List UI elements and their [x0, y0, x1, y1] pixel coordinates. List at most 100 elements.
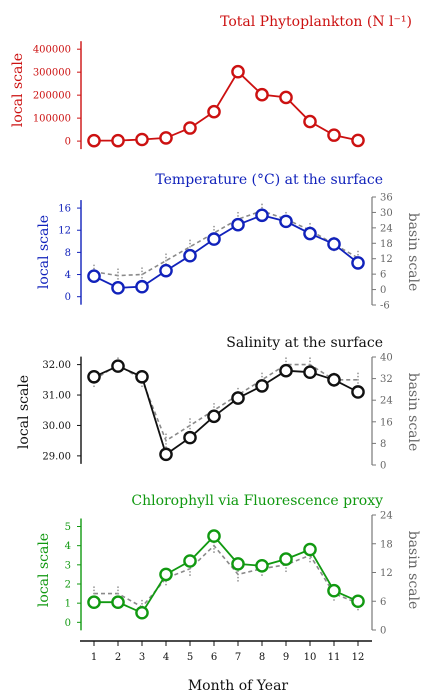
phyto-ytick-label: 200000	[33, 91, 71, 102]
chl-ytick-right-label: 6	[380, 597, 386, 608]
xtick-label: 11	[328, 652, 341, 663]
chl-basin-point	[285, 567, 287, 569]
salinity-basin-point	[189, 421, 191, 424]
temp-data-point	[183, 248, 197, 263]
chl-basin-point	[189, 567, 191, 570]
temp-basin-point	[165, 253, 167, 256]
chl-ytick-right-label: 12	[380, 568, 393, 579]
salinity-data-point	[87, 369, 101, 384]
xtick-label: 3	[139, 652, 145, 663]
xtick-label: 1	[91, 652, 97, 663]
temp-basin-point	[237, 215, 239, 217]
temp-basin-point	[93, 267, 95, 270]
plot-area: 01000002000003000004000000481216-6061218…	[33, 41, 393, 663]
chl-basin-point	[93, 586, 95, 589]
salinity-basin-point	[165, 442, 167, 445]
salinity-data-point	[303, 365, 317, 380]
chl-data-point	[183, 554, 197, 568]
salinity-data-point	[111, 359, 125, 373]
salinity-basin-point	[357, 378, 359, 381]
temp-data-point	[279, 214, 293, 229]
temp-basin-point	[117, 271, 119, 274]
temp-data-point	[159, 263, 173, 278]
temp-ytick-right-label: 18	[380, 239, 393, 250]
salinity-ytick-label: 29.00	[42, 451, 71, 462]
salinity-ytick-label: 31.00	[42, 391, 71, 402]
salinity-basin-point	[261, 375, 263, 378]
salinity-basin-point	[357, 372, 359, 375]
chl-data-point	[159, 567, 173, 582]
chl-data-point	[87, 595, 101, 610]
xtick-label: 2	[115, 652, 121, 663]
temp-ytick-right-label: 6	[380, 270, 386, 281]
temp-basin-point	[213, 225, 215, 228]
salinity-data-point	[255, 379, 269, 393]
temp-ytick-label: 16	[58, 204, 71, 215]
phyto-ytick-label: 100000	[33, 114, 71, 125]
phyto-data-point	[279, 90, 293, 105]
salinity-ytick-label: 30.00	[42, 421, 71, 432]
ylabel-chl-basin: basin scale	[405, 531, 421, 610]
temp-basin-point	[357, 253, 359, 256]
phyto-data-point	[111, 133, 125, 148]
panel-title-temperature: Temperature (°C) at the surface	[155, 172, 383, 188]
temp-basin-point	[285, 211, 287, 214]
salinity-basin-point	[165, 433, 167, 436]
salinity-basin-point	[285, 360, 287, 363]
chl-basin-point	[285, 570, 287, 573]
chl-data-point	[303, 542, 317, 557]
temp-basin-point	[309, 222, 311, 225]
temp-basin-point	[141, 276, 143, 279]
salinity-basin-point	[237, 387, 239, 390]
chl-basin-point	[213, 544, 215, 547]
phyto-data-point	[207, 104, 221, 119]
salinity-ytick-right-label: 16	[380, 417, 393, 428]
phyto-data-point	[255, 87, 269, 102]
temp-basin-point	[189, 245, 191, 248]
xtick-label: 12	[352, 652, 365, 663]
chl-ytick-label: 0	[65, 618, 71, 629]
ylabel-temp-local: local scale	[36, 215, 52, 289]
temp-ytick-label: 8	[65, 248, 71, 259]
chl-basin-point	[93, 592, 95, 595]
temp-ytick-right-label: 0	[380, 285, 386, 296]
temp-ytick-right-label: 30	[380, 208, 393, 219]
salinity-data-point	[327, 373, 341, 387]
chl-ytick-label: 4	[65, 541, 71, 552]
xtick-label: 9	[283, 652, 289, 663]
chl-data-point	[207, 529, 221, 543]
temp-basin-point	[117, 268, 119, 271]
phyto-ytick-label: 300000	[33, 68, 71, 79]
chl-basin-point	[309, 560, 311, 563]
temp-basin-point	[141, 273, 143, 276]
chl-basin-point	[117, 586, 119, 589]
chl-basin-point	[117, 589, 119, 592]
salinity-basin-point	[261, 372, 263, 375]
salinity-basin-point	[189, 424, 191, 427]
chl-ytick-label: 2	[65, 580, 71, 591]
salinity-ytick-right-label: 8	[380, 439, 386, 450]
xtick-label: 6	[211, 652, 217, 663]
temp-data-point	[231, 217, 245, 232]
temp-data-point	[255, 208, 269, 223]
salinity-basin-point	[93, 385, 95, 388]
salinity-ytick-right-label: 0	[380, 461, 386, 472]
chl-basin-point	[141, 602, 143, 605]
chl-ytick-label: 1	[65, 599, 71, 610]
temp-data-point	[303, 226, 317, 241]
chl-data-point	[231, 557, 245, 571]
phyto-data-point	[87, 133, 101, 148]
chl-basin-point	[117, 592, 119, 595]
salinity-basin-line	[93, 363, 358, 442]
chl-basin-line	[94, 544, 359, 609]
chl-basin-point	[213, 547, 215, 550]
chl-basin-point	[357, 608, 359, 611]
temp-ytick-right-label: -6	[380, 301, 390, 312]
temp-basin-point	[141, 267, 143, 270]
phyto-data-point	[135, 132, 149, 147]
salinity-basin-point	[165, 446, 167, 448]
phyto-data-point	[351, 133, 365, 148]
phyto-ytick-label: 0	[65, 137, 71, 148]
chl-series-line	[94, 534, 359, 614]
